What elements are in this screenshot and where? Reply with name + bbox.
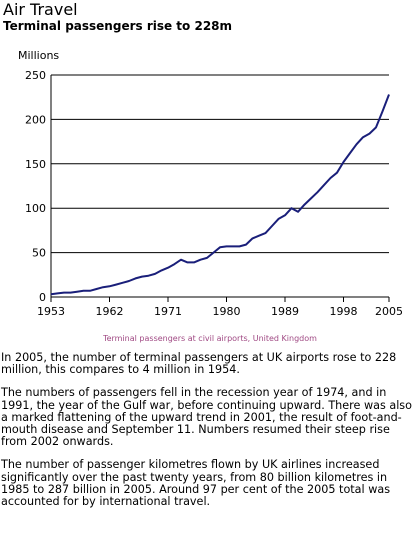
chart-title: Air Travel — [3, 0, 78, 19]
x-tick-label-2005: 2005 — [375, 305, 403, 318]
y-tick-label-100: 100 — [25, 202, 46, 215]
y-tick-label-200: 200 — [25, 113, 46, 126]
chart-caption: Terminal passengers at civil airports, U… — [103, 334, 317, 343]
y-tick-label-0: 0 — [39, 291, 46, 304]
x-tick-label-1989: 1989 — [271, 305, 299, 318]
article-body: In 2005, the number of terminal passenge… — [1, 351, 419, 519]
x-tick-label-1998: 1998 — [330, 305, 358, 318]
series-line-0 — [50, 94, 390, 296]
passenger-line-chart: Millions 0 50 100 150 200 250 1953 1962 1971 198… — [18, 49, 403, 318]
paragraph-3: The number of passenger kilometres flown… — [1, 458, 391, 509]
paragraph-1: In 2005, the number of terminal passenge… — [1, 351, 397, 377]
y-tick-label-250: 250 — [25, 69, 46, 82]
y-tick-label-150: 150 — [25, 158, 46, 171]
y-axis-label: Millions — [18, 49, 59, 62]
x-tick-label-1971: 1971 — [154, 305, 182, 318]
x-tick-label-1980: 1980 — [213, 305, 241, 318]
x-tick-label-1953: 1953 — [37, 305, 65, 318]
x-tick-label-1962: 1962 — [96, 305, 124, 318]
y-tick-label-50: 50 — [32, 247, 46, 260]
chart-subtitle: Terminal passengers rise to 228m — [3, 19, 233, 33]
paragraph-2: The numbers of passengers fell in the re… — [1, 386, 412, 449]
